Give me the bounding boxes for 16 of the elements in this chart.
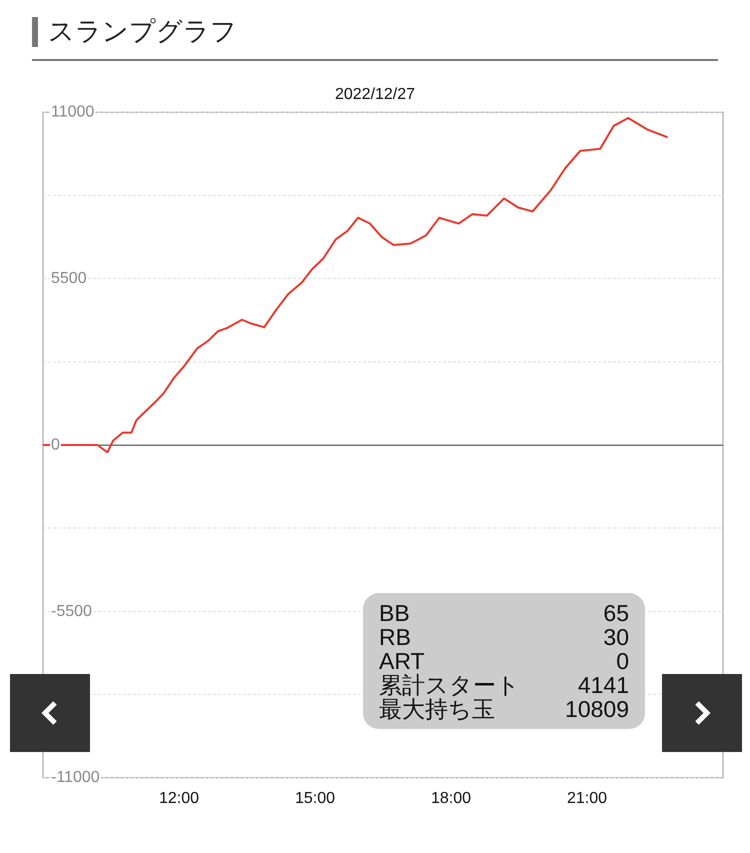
- text: 最大持ち玉 10809: [379, 696, 629, 722]
- chart-subtitle: 2022/12/27: [334, 86, 416, 104]
- text: 累計スタート 4141: [379, 672, 629, 698]
- text: BB 65: [379, 600, 629, 626]
- x-tick-label: 12:00: [158, 790, 200, 807]
- text: RB 30: [379, 624, 629, 650]
- y-tick-label: -11000: [51, 769, 100, 786]
- x-tick-label: 18:00: [430, 790, 472, 807]
- x-tick-label: 21:00: [566, 790, 608, 807]
- y-tick-label: 11000: [51, 104, 94, 121]
- y-tick-label: -5500: [51, 602, 92, 620]
- text: ART 0: [379, 648, 629, 674]
- x-tick-label: 15:00: [294, 790, 336, 807]
- chart-title: スランプグラフ: [48, 15, 237, 48]
- y-tick-label: 5500: [51, 270, 87, 288]
- y-tick-label: 0: [51, 436, 60, 454]
